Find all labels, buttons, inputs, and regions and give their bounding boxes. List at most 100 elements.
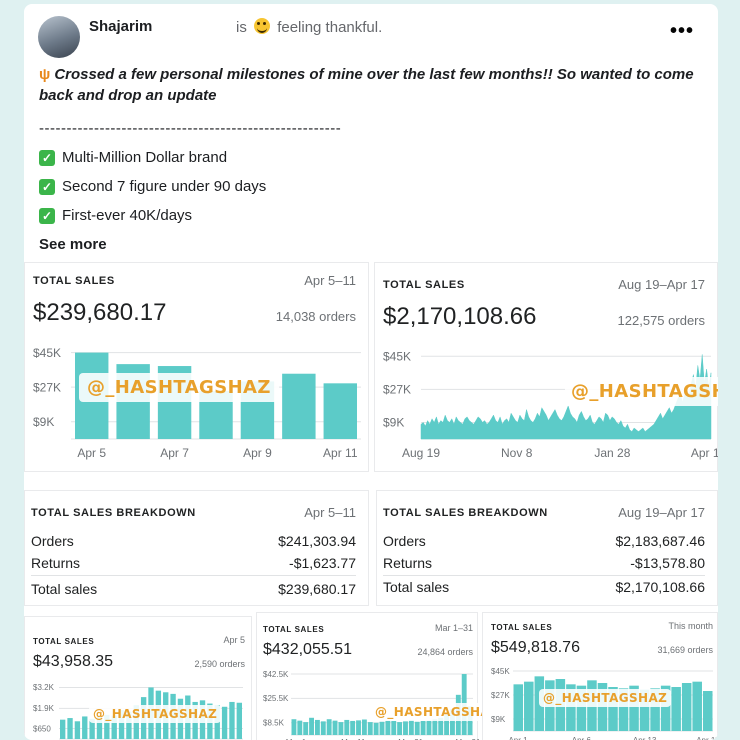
- bar[interactable]: [67, 718, 73, 739]
- avatar[interactable]: [38, 16, 80, 58]
- x-tick-label: Apr 7: [160, 446, 189, 460]
- bar[interactable]: [282, 373, 316, 439]
- bar[interactable]: [60, 719, 66, 739]
- bar[interactable]: [513, 684, 524, 731]
- bar[interactable]: [320, 721, 326, 735]
- y-tick-label: $8.5K: [263, 719, 285, 728]
- post-body: ψ Crossed a few personal milestones of mi…: [39, 64, 699, 255]
- panel-title: TOTAL SALES BREAKDOWN: [383, 507, 548, 519]
- feeling-prefix: is: [236, 19, 247, 36]
- milestone-text: First-ever 40K/days: [62, 207, 193, 224]
- bar[interactable]: [367, 722, 373, 735]
- bar[interactable]: [350, 720, 356, 735]
- y-tick-label: $3.2K: [33, 683, 55, 692]
- bar[interactable]: [403, 721, 408, 735]
- breakdown-row-total: Total sales $2,170,108.66: [383, 579, 705, 595]
- watermark: @_HASHTAGSHAZ: [79, 373, 279, 402]
- headline-text: Crossed a few personal milestones of min…: [39, 66, 694, 104]
- smiley-icon: [254, 18, 271, 34]
- bar[interactable]: [420, 720, 426, 735]
- y-tick-label: $9K: [491, 715, 506, 724]
- panel-amount: $432,055.51: [263, 641, 352, 658]
- bar[interactable]: [524, 681, 534, 731]
- panel-amount: $2,170,108.66: [383, 303, 537, 330]
- bar[interactable]: [89, 718, 95, 739]
- bar[interactable]: [576, 685, 587, 731]
- bar[interactable]: [82, 716, 88, 739]
- watermark: @_HASHTAGSHAZ: [371, 703, 504, 721]
- y-tick-label: $650: [33, 724, 51, 733]
- milestone-text: Multi-Million Dollar brand: [62, 149, 228, 166]
- bar[interactable]: [702, 691, 713, 731]
- bar[interactable]: [426, 720, 432, 735]
- bar[interactable]: [414, 721, 420, 735]
- bar[interactable]: [344, 719, 350, 735]
- bar[interactable]: [297, 720, 303, 735]
- bar[interactable]: [438, 717, 444, 735]
- bar[interactable]: [361, 719, 367, 735]
- x-tick-label: Aug 19: [402, 446, 440, 460]
- bar[interactable]: [385, 720, 391, 735]
- bar[interactable]: [104, 714, 110, 739]
- bar[interactable]: [432, 719, 438, 735]
- bar[interactable]: [608, 687, 618, 731]
- bar[interactable]: [650, 688, 660, 731]
- bar[interactable]: [391, 720, 397, 735]
- bar[interactable]: [671, 687, 681, 731]
- bar[interactable]: [408, 719, 414, 735]
- more-options-icon[interactable]: •••: [669, 20, 694, 42]
- bar[interactable]: [96, 717, 103, 739]
- x-tick-label: Mar 21: [398, 738, 423, 740]
- bar[interactable]: [597, 683, 608, 731]
- bar[interactable]: [229, 701, 235, 739]
- bar[interactable]: [356, 720, 361, 735]
- watermark: @_HASHTAGSHAZ: [89, 705, 222, 723]
- bar[interactable]: [450, 709, 455, 735]
- bar[interactable]: [692, 681, 702, 731]
- bar[interactable]: [379, 721, 385, 735]
- see-more-link[interactable]: See more: [39, 236, 107, 253]
- panel-title: TOTAL SALES BREAKDOWN: [31, 507, 196, 519]
- bar[interactable]: [332, 720, 338, 735]
- bar[interactable]: [566, 684, 576, 731]
- bar[interactable]: [74, 721, 81, 739]
- bar[interactable]: [326, 719, 332, 735]
- bar[interactable]: [111, 715, 117, 739]
- bar[interactable]: [126, 711, 132, 739]
- breakdown-row-orders: Orders $2,183,687.46: [383, 533, 705, 549]
- breakdown-separator: [383, 575, 705, 576]
- y-tick-label: $27K: [383, 383, 411, 397]
- bar[interactable]: [118, 710, 125, 739]
- y-tick-label: $1.9K: [33, 704, 55, 713]
- bar[interactable]: [314, 719, 320, 735]
- bar[interactable]: [629, 685, 639, 731]
- username[interactable]: Shajarim: [89, 18, 153, 35]
- x-tick-label: Mar 11: [341, 738, 366, 740]
- bar[interactable]: [618, 688, 629, 731]
- total-sales-panel-week: TOTAL SALES Apr 5–11 $239,680.17 14,038 …: [24, 262, 369, 472]
- x-tick-label: Apr 1: [691, 446, 718, 460]
- bar[interactable]: [373, 722, 379, 735]
- post-header: Shajarim is feeling thankful. •••: [38, 16, 704, 62]
- bar[interactable]: [236, 702, 242, 739]
- breakdown-row-total: Total sales $239,680.17: [31, 581, 356, 597]
- x-tick-label: Nov 8: [501, 446, 533, 460]
- bar[interactable]: [444, 714, 450, 735]
- bar[interactable]: [221, 706, 228, 739]
- x-tick-label: Jan 28: [594, 446, 630, 460]
- bar[interactable]: [303, 722, 309, 735]
- y-tick-label: $25.5K: [263, 694, 289, 703]
- bar[interactable]: [639, 689, 650, 731]
- total-sales-panel-month: TOTAL SALES Mar 1–31 $432,055.51 24,864 …: [256, 612, 504, 740]
- y-tick-label: $45K: [383, 349, 411, 363]
- bar[interactable]: [338, 722, 344, 735]
- bar[interactable]: [681, 683, 692, 731]
- bar[interactable]: [309, 717, 314, 735]
- bar[interactable]: [660, 685, 671, 731]
- bar[interactable]: [291, 719, 297, 735]
- sales-area-chart: $45K $27K $9K Aug 19 Nov 8 Jan 28 Apr 1: [383, 349, 718, 460]
- bar[interactable]: [397, 722, 403, 735]
- post-card: Shajarim is feeling thankful. ••• ψ Cross…: [24, 4, 718, 740]
- bar[interactable]: [323, 383, 357, 439]
- breakdown-separator: [31, 575, 356, 576]
